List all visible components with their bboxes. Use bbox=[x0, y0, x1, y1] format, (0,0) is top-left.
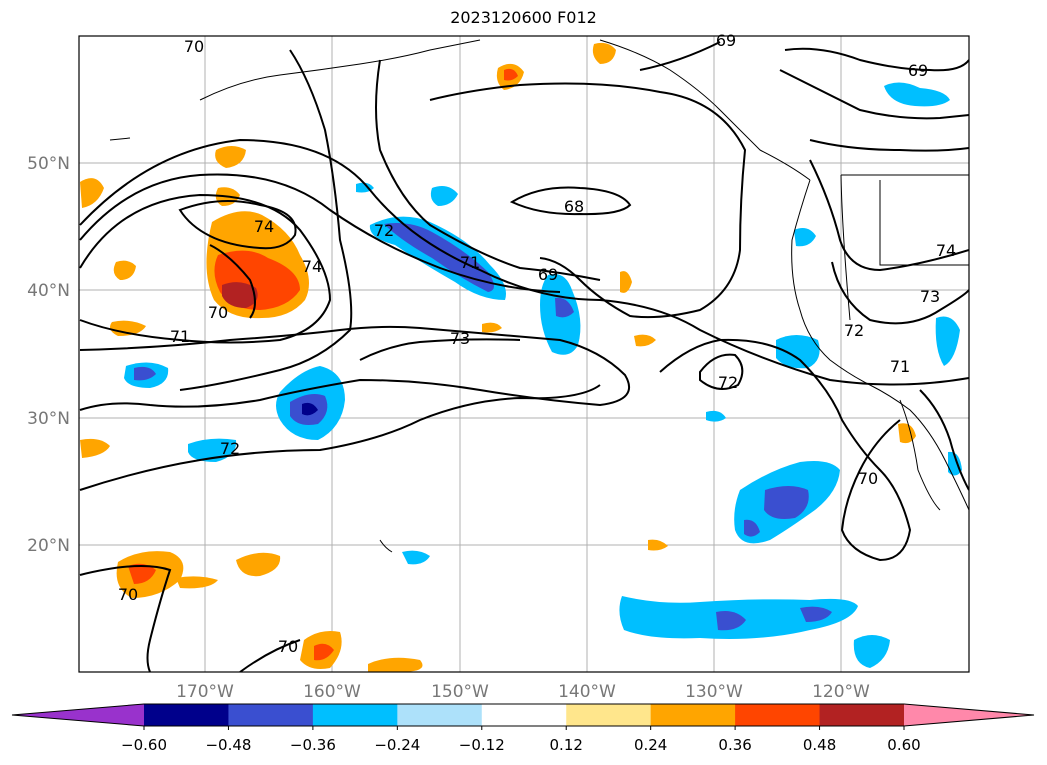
contour-label: 73 bbox=[920, 287, 940, 306]
contour-label: 69 bbox=[538, 265, 558, 284]
lat-label: 40°N bbox=[27, 281, 70, 301]
map-title: 2023120600 F012 bbox=[450, 8, 597, 27]
contour-label: 72 bbox=[374, 221, 394, 240]
lon-label: 140°W bbox=[558, 682, 616, 702]
colorbar-bin bbox=[650, 704, 736, 726]
map-frame bbox=[78, 35, 970, 673]
contour-label: 74 bbox=[254, 217, 274, 236]
longitude-labels: 170°W 160°W 150°W 140°W 130°W 120°W bbox=[176, 682, 870, 702]
colorbar-tick-label: 0.60 bbox=[887, 736, 920, 754]
lon-label: 150°W bbox=[431, 682, 489, 702]
colorbar-tick-label: −0.60 bbox=[121, 736, 167, 754]
lat-label: 30°N bbox=[27, 409, 70, 429]
colorbar-bin bbox=[819, 704, 905, 726]
contour-label: 69 bbox=[716, 31, 736, 50]
colorbar-tick-label: −0.24 bbox=[374, 736, 420, 754]
latitude-labels: 50°N 40°N 30°N 20°N bbox=[27, 154, 70, 556]
lon-label: 130°W bbox=[685, 682, 743, 702]
contour-label: 71 bbox=[170, 327, 190, 346]
lat-label: 20°N bbox=[27, 536, 70, 556]
contour-label: 71 bbox=[890, 357, 910, 376]
contour-label: 71 bbox=[460, 253, 480, 272]
coastlines bbox=[109, 39, 969, 553]
colorbar-bin bbox=[566, 704, 652, 726]
colorbar-tick-label: −0.12 bbox=[459, 736, 505, 754]
colorbar-tick-label: −0.36 bbox=[290, 736, 336, 754]
colorbar-bin bbox=[228, 704, 314, 726]
colorbar-bin bbox=[735, 704, 821, 726]
colorbar-tick-label: 0.36 bbox=[718, 736, 751, 754]
contour-label: 69 bbox=[908, 61, 928, 80]
colorbar-bin bbox=[397, 704, 483, 726]
contour-label: 72 bbox=[220, 439, 240, 458]
contour-label: 74 bbox=[302, 257, 322, 276]
lat-label: 50°N bbox=[27, 154, 70, 174]
colorbar-bin bbox=[481, 704, 567, 726]
colorbar-bin bbox=[144, 704, 229, 726]
colorbar-tick-label: 0.24 bbox=[634, 736, 667, 754]
lon-label: 170°W bbox=[176, 682, 234, 702]
contour-label: 72 bbox=[844, 321, 864, 340]
contour-label: 74 bbox=[936, 241, 956, 260]
contour-label: 68 bbox=[564, 197, 584, 216]
lon-label: 120°W bbox=[812, 682, 870, 702]
colorbar: −0.60 −0.48 −0.36 −0.24 −0.12 0.12 0.24 0.36 0.4… bbox=[11, 703, 1035, 754]
contour-label: 72 bbox=[718, 373, 738, 392]
colorbar-extend-high bbox=[904, 704, 1034, 726]
contour-label: 70 bbox=[208, 303, 228, 322]
colorbar-tick-label: 0.12 bbox=[550, 736, 583, 754]
contour-label: 70 bbox=[184, 37, 204, 56]
map-area bbox=[79, 36, 969, 672]
colorbar-tick-label: −0.48 bbox=[205, 736, 251, 754]
contour-label: 70 bbox=[278, 637, 298, 656]
contour-label: 73 bbox=[450, 329, 470, 348]
height-contours bbox=[79, 41, 969, 672]
contour-label: 70 bbox=[118, 585, 138, 604]
colorbar-tick-label: 0.48 bbox=[803, 736, 836, 754]
colorbar-extend-low bbox=[12, 704, 144, 726]
lon-label: 160°W bbox=[303, 682, 361, 702]
contour-labels: 70 69 69 68 74 72 74 71 69 71 73 73 72 7… bbox=[118, 31, 956, 656]
contour-label: 70 bbox=[858, 469, 878, 488]
colorbar-bin bbox=[312, 704, 398, 726]
